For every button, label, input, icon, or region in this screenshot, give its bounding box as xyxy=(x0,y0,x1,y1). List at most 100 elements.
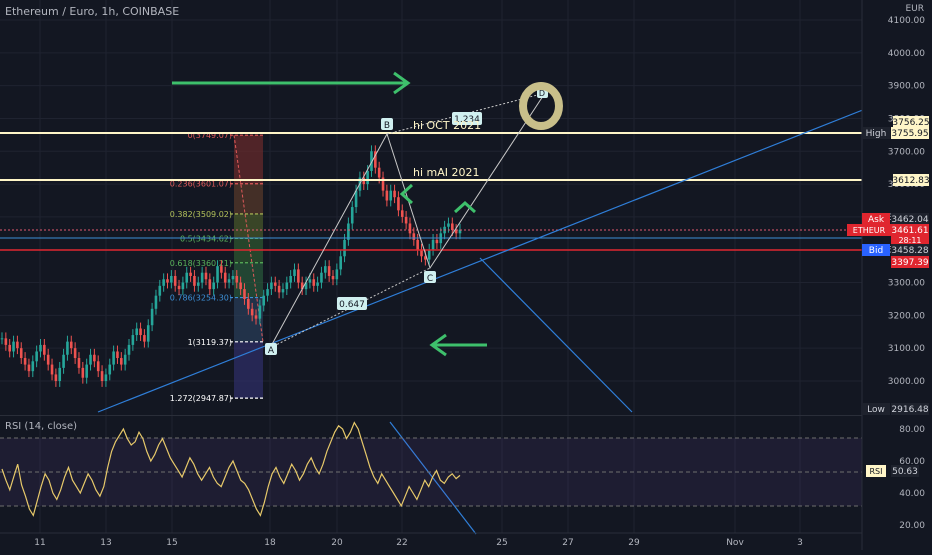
point-a[interactable]: A xyxy=(265,343,277,356)
candle-body xyxy=(43,344,46,355)
candle-body xyxy=(397,197,400,211)
candle-body xyxy=(350,207,354,224)
candle-body xyxy=(458,229,462,234)
candle-body xyxy=(150,308,154,326)
candle-body xyxy=(85,364,88,378)
svg-text:3612.83: 3612.83 xyxy=(892,176,929,186)
candle-body xyxy=(185,272,189,283)
candle-body xyxy=(69,341,73,349)
svg-text:High: High xyxy=(866,129,887,139)
candle-body xyxy=(385,190,389,201)
red-line-badge: 3397.39 xyxy=(891,256,929,268)
candle-body xyxy=(339,256,342,270)
candle-body xyxy=(93,354,96,362)
rsi-trendline[interactable] xyxy=(389,421,477,535)
ratio-bd-label: 1.234 xyxy=(452,112,482,125)
candle-body xyxy=(200,272,204,283)
y-tick-label: 3700.00 xyxy=(888,147,925,157)
right-arrow-icon xyxy=(172,71,411,95)
candle-body xyxy=(8,344,11,352)
candle-body xyxy=(435,239,439,244)
candle-body xyxy=(293,269,296,276)
candle-body xyxy=(81,367,85,378)
svg-text:A: A xyxy=(268,346,275,356)
candle-body xyxy=(27,364,31,372)
line-3612-badge: 3612.83 xyxy=(892,174,930,186)
point-c[interactable]: C xyxy=(424,271,436,284)
svg-text:Bid: Bid xyxy=(869,246,883,256)
candle-body xyxy=(223,272,227,283)
svg-text:0.647: 0.647 xyxy=(339,300,365,310)
candle-body xyxy=(177,285,181,290)
ascending-trendline[interactable] xyxy=(97,99,889,413)
candle-body xyxy=(208,279,212,290)
svg-text:3756.25: 3756.25 xyxy=(892,118,929,128)
candle-body xyxy=(0,338,4,340)
candle-body xyxy=(89,354,92,365)
candle-body xyxy=(12,341,15,352)
fibonacci-retracement[interactable]: 0(3749.07) 0.236(3601.07) 0.382(3509.02) 0.… xyxy=(170,131,264,403)
point-b[interactable]: B xyxy=(381,118,393,131)
svg-text:ETHEUR: ETHEUR xyxy=(853,226,886,235)
candle-body xyxy=(170,275,173,283)
svg-text:Ask: Ask xyxy=(868,215,885,225)
candle-body xyxy=(100,371,104,381)
candle-body xyxy=(389,190,393,201)
candle-body xyxy=(281,289,285,293)
candle-body xyxy=(250,308,254,316)
fib-band xyxy=(234,213,263,239)
rsi-tick-label: 40.00 xyxy=(899,489,925,499)
candle-body xyxy=(216,266,219,283)
candle-body xyxy=(323,266,327,273)
svg-text:RSI: RSI xyxy=(870,467,883,476)
fib-level-label: 1(3119.37) xyxy=(188,338,232,347)
y-tick-label: 3900.00 xyxy=(888,82,925,92)
candle-body xyxy=(254,315,258,319)
candle-body xyxy=(343,239,346,257)
candle-body xyxy=(23,358,27,365)
candle-body xyxy=(316,282,319,286)
symbol-title[interactable]: Ethereum / Euro, 1h, COINBASE xyxy=(5,5,180,18)
price-axis-bg xyxy=(862,0,932,550)
x-tick-label: 3 xyxy=(797,538,803,548)
candle-body xyxy=(327,266,331,276)
y-tick-label: 3100.00 xyxy=(888,344,925,354)
candle-body xyxy=(127,344,131,355)
candle-body xyxy=(297,269,300,283)
svg-text:B: B xyxy=(384,121,390,131)
currency-label: EUR xyxy=(905,4,924,14)
candle-body xyxy=(123,354,127,365)
candle-body xyxy=(235,275,239,283)
fib-level-label: 0.382(3509.02) xyxy=(170,210,232,219)
rsi-series xyxy=(1,421,461,517)
svg-text:Low: Low xyxy=(867,405,885,415)
x-tick-label: 22 xyxy=(396,538,407,548)
svg-text:3462.04: 3462.04 xyxy=(891,215,928,225)
x-tick-label: 20 xyxy=(331,538,343,548)
hi-mai-label: hi mAI 2021 xyxy=(413,166,480,179)
candle-body xyxy=(331,275,335,280)
candle-body xyxy=(181,282,185,290)
candle-body xyxy=(146,325,150,342)
rsi-title[interactable]: RSI (14, close) xyxy=(5,421,78,432)
candle-body xyxy=(143,335,146,342)
candle-body xyxy=(404,216,408,224)
descending-trendline[interactable] xyxy=(479,257,633,413)
time-axis[interactable]: 11 13 15 18 20 22 25 27 29 Nov 3 xyxy=(34,538,803,548)
rsi-panel[interactable] xyxy=(0,415,862,517)
candle-body xyxy=(420,249,423,257)
svg-text:3458.28: 3458.28 xyxy=(891,246,928,256)
candle-body xyxy=(73,348,77,359)
svg-text:D: D xyxy=(539,89,545,98)
abcd-pattern[interactable] xyxy=(269,92,546,349)
candle-body xyxy=(46,354,50,365)
candle-body xyxy=(308,279,312,283)
line-3756-badge: 3756.25 xyxy=(892,116,930,128)
fib-level-label: 0(3749.07) xyxy=(188,131,232,140)
fib-level-label: 0.618(3360.21) xyxy=(170,259,232,268)
x-tick-label: 15 xyxy=(166,538,177,548)
candle-body xyxy=(4,338,8,345)
candle-body xyxy=(231,275,235,280)
